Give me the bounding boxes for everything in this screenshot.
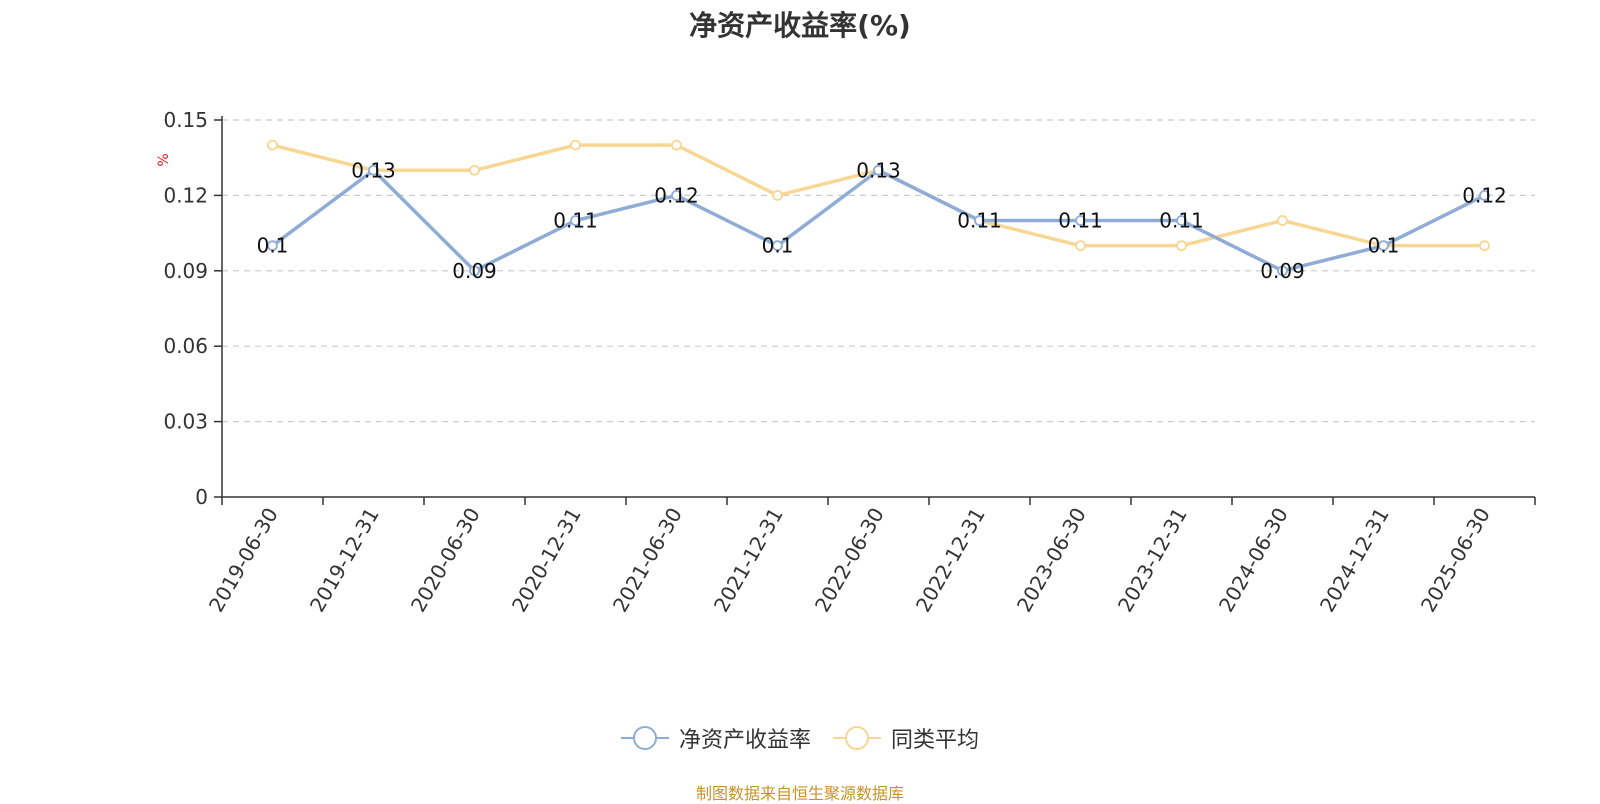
series-point-1 <box>772 240 783 252</box>
x-tick-label: 2020-12-31 <box>507 504 586 617</box>
x-tick-label: 2022-06-30 <box>810 504 889 617</box>
series-point-2 <box>469 164 480 176</box>
x-tick-label: 2024-06-30 <box>1214 504 1293 617</box>
data-label: 0.11 <box>1058 209 1103 233</box>
series-point-1 <box>974 215 985 226</box>
y-tick-label: 0.06 <box>163 334 208 358</box>
series-point-1 <box>469 265 480 277</box>
x-tick-label: 2019-06-30 <box>204 504 283 617</box>
legend-swatch-series1 <box>620 726 669 750</box>
y-tick-label: 0.09 <box>163 259 208 283</box>
data-label: 0.13 <box>351 158 396 182</box>
data-label: 0.1 <box>762 234 794 258</box>
legend-swatch-series2 <box>833 726 881 750</box>
legend-label-series2: 同类平均 <box>891 728 980 753</box>
data-label: 0.1 <box>1368 234 1400 258</box>
data-label: 0.09 <box>452 259 497 283</box>
x-tick-label: 2021-12-31 <box>709 504 788 617</box>
x-tick-label: 2019-12-31 <box>305 504 384 617</box>
y-tick-label: 0.12 <box>163 183 208 207</box>
y-tick-label: 0.15 <box>163 108 208 132</box>
series-point-1 <box>1479 189 1490 201</box>
x-tick-label: 2023-12-31 <box>1113 504 1192 617</box>
series-line-1 <box>271 168 1486 273</box>
series-point-1 <box>671 189 682 201</box>
legend: 净资产收益率 同类平均 <box>0 722 1600 754</box>
data-label: 0.09 <box>1260 259 1305 283</box>
legend-item-series2[interactable]: 同类平均 <box>833 722 979 754</box>
series-point-2 <box>1075 240 1086 252</box>
series-point-1 <box>267 240 278 252</box>
series-point-2 <box>570 139 581 151</box>
legend-label-series1: 净资产收益率 <box>678 728 811 753</box>
series-point-2 <box>1176 240 1187 252</box>
series-point-1 <box>1277 265 1288 277</box>
series-point-2 <box>671 139 682 151</box>
series-point-1 <box>1378 240 1389 252</box>
series-point-2 <box>1479 240 1490 252</box>
y-axis-unit: % <box>156 153 172 166</box>
y-tick-label: 0.03 <box>163 410 208 434</box>
data-label: 0.1 <box>257 234 289 258</box>
series-point-1 <box>1075 215 1086 226</box>
series-point-1 <box>1176 215 1187 226</box>
data-label: 0.11 <box>1159 209 1204 233</box>
legend-item-series1[interactable]: 净资产收益率 <box>620 722 811 754</box>
x-tick-label: 2025-06-30 <box>1416 504 1495 617</box>
x-tick-label: 2020-06-30 <box>406 504 485 617</box>
x-tick-label: 2024-12-31 <box>1315 504 1394 617</box>
chart-title: 净资产收益率(%) <box>689 9 911 42</box>
series-point-1 <box>570 215 581 226</box>
data-label: 0.12 <box>654 183 699 207</box>
series-point-2 <box>1277 215 1288 226</box>
series-point-2 <box>772 189 783 201</box>
x-tick-label: 2023-06-30 <box>1012 504 1091 617</box>
data-label: 0.11 <box>553 209 598 233</box>
data-label: 0.13 <box>856 158 901 182</box>
data-label: 0.12 <box>1462 183 1507 207</box>
series-point-1 <box>873 164 884 176</box>
x-tick-label: 2021-06-30 <box>608 504 687 617</box>
series-point-1 <box>368 164 379 176</box>
series-point-2 <box>267 139 278 151</box>
source-note: 制图数据来自恒生聚源数据库 <box>695 784 904 803</box>
data-label: 0.11 <box>957 209 1002 233</box>
x-tick-label: 2022-12-31 <box>911 504 990 617</box>
y-tick-label: 0 <box>195 485 208 509</box>
